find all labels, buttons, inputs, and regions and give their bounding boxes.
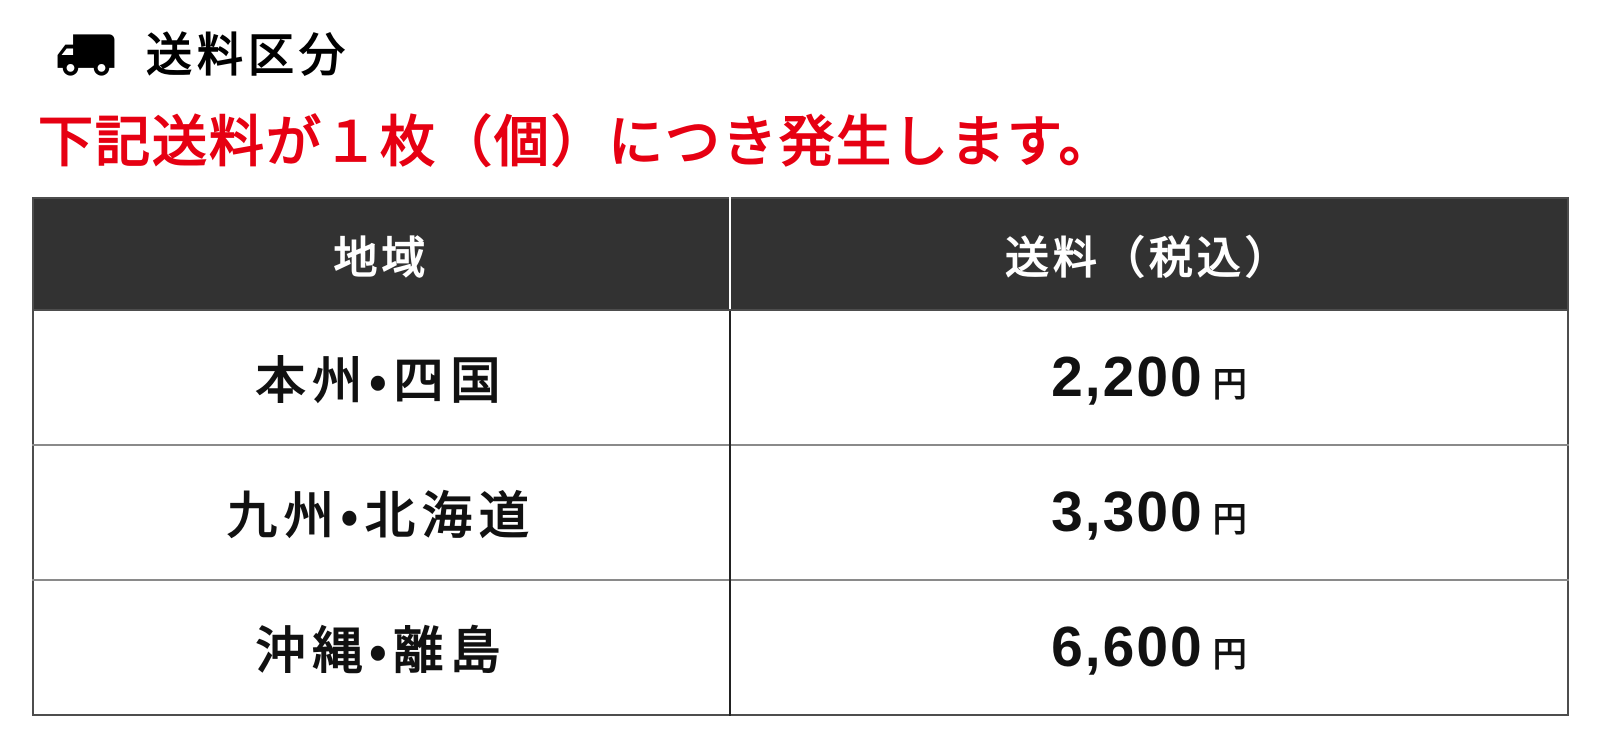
table-row-okinawa-rito: 沖縄・離島 6,600 円 bbox=[33, 578, 1568, 715]
price-unit: 円 bbox=[1212, 636, 1247, 674]
section-header: 送料区分 bbox=[42, 22, 1570, 88]
price-unit: 円 bbox=[1212, 501, 1247, 539]
price-value: 3,300 bbox=[1051, 480, 1204, 544]
page-title: 送料区分 bbox=[146, 29, 350, 81]
table-row-kyushu-hokkaido: 九州・北海道 3,300 円 bbox=[33, 443, 1568, 580]
fee-cell: 2,200 円 bbox=[728, 309, 1568, 445]
shipping-notice-text: 下記送料が１枚（個）につき発生します。 bbox=[38, 111, 1116, 173]
column-header-fee: 送料（税込） bbox=[728, 197, 1568, 311]
price-unit: 円 bbox=[1212, 366, 1247, 404]
table-header-row: 地域 送料（税込） bbox=[33, 197, 1568, 311]
price-value: 2,200 bbox=[1051, 345, 1204, 409]
region-cell: 本州・四国 bbox=[33, 309, 730, 445]
fee-cell: 6,600 円 bbox=[728, 578, 1568, 715]
table-row-honshu-shikoku: 本州・四国 2,200 円 bbox=[33, 309, 1568, 445]
region-cell: 九州・北海道 bbox=[33, 443, 730, 580]
truck-icon bbox=[42, 24, 130, 86]
shipping-fee-table: 地域 送料（税込） 本州・四国 2,200 円 九州・北海道 3,300 円 沖縄・… bbox=[32, 196, 1569, 716]
column-header-region: 地域 bbox=[33, 197, 730, 311]
price-value: 6,600 bbox=[1051, 615, 1204, 679]
fee-cell: 3,300 円 bbox=[728, 443, 1568, 580]
region-cell: 沖縄・離島 bbox=[33, 578, 730, 715]
